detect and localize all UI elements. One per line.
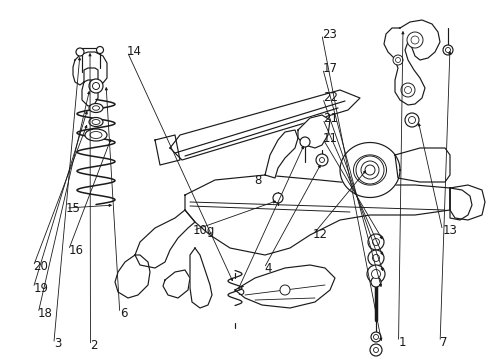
Ellipse shape — [89, 117, 103, 126]
Polygon shape — [82, 80, 98, 106]
Text: 8: 8 — [254, 174, 261, 186]
Circle shape — [367, 234, 383, 250]
Polygon shape — [135, 210, 195, 268]
Polygon shape — [394, 148, 449, 182]
Circle shape — [355, 156, 383, 184]
Text: 18: 18 — [38, 307, 53, 320]
Ellipse shape — [89, 104, 103, 112]
Ellipse shape — [85, 129, 107, 141]
Text: 23: 23 — [321, 28, 336, 41]
Text: 13: 13 — [442, 224, 456, 237]
Circle shape — [404, 86, 411, 94]
Circle shape — [367, 250, 383, 266]
Polygon shape — [163, 270, 190, 298]
Polygon shape — [155, 135, 180, 165]
Text: 22: 22 — [322, 91, 337, 104]
Polygon shape — [449, 185, 484, 220]
Circle shape — [299, 137, 309, 147]
Circle shape — [272, 193, 283, 203]
Circle shape — [315, 154, 327, 166]
Circle shape — [371, 270, 380, 279]
Polygon shape — [297, 115, 329, 148]
Circle shape — [400, 83, 414, 97]
Circle shape — [360, 161, 378, 179]
Text: 6: 6 — [120, 307, 127, 320]
Circle shape — [404, 113, 418, 127]
Text: 7: 7 — [439, 336, 447, 348]
Circle shape — [373, 334, 378, 339]
Text: 19: 19 — [33, 282, 48, 294]
Circle shape — [280, 285, 289, 295]
Polygon shape — [170, 90, 359, 160]
Text: 1: 1 — [398, 336, 405, 348]
Text: 11: 11 — [322, 132, 337, 145]
Circle shape — [96, 46, 103, 54]
Circle shape — [366, 265, 384, 283]
Circle shape — [445, 48, 449, 53]
Circle shape — [410, 36, 418, 44]
Text: 15: 15 — [66, 202, 81, 215]
Circle shape — [364, 165, 374, 175]
Circle shape — [370, 332, 380, 342]
Polygon shape — [449, 188, 471, 220]
Circle shape — [372, 238, 379, 246]
Ellipse shape — [92, 106, 99, 110]
Text: 10g: 10g — [193, 224, 215, 237]
Circle shape — [442, 45, 452, 55]
Circle shape — [89, 79, 103, 93]
Text: 14: 14 — [127, 45, 142, 58]
Circle shape — [392, 55, 402, 65]
Circle shape — [407, 117, 415, 123]
Text: 2: 2 — [90, 339, 98, 352]
Circle shape — [370, 277, 380, 287]
Text: 12: 12 — [312, 228, 327, 241]
Ellipse shape — [92, 120, 100, 125]
Circle shape — [92, 82, 99, 90]
Polygon shape — [339, 143, 399, 198]
Text: 21: 21 — [322, 112, 337, 125]
Circle shape — [319, 158, 324, 162]
Circle shape — [76, 48, 84, 56]
Text: 20: 20 — [33, 260, 48, 273]
Polygon shape — [115, 255, 150, 298]
Text: 16: 16 — [68, 244, 83, 257]
Circle shape — [372, 255, 379, 261]
Text: 17: 17 — [322, 62, 337, 75]
Circle shape — [406, 32, 422, 48]
Text: 5: 5 — [237, 285, 244, 298]
Ellipse shape — [90, 131, 102, 139]
Polygon shape — [264, 130, 297, 178]
Circle shape — [369, 344, 381, 356]
Text: 3: 3 — [54, 337, 61, 350]
Polygon shape — [73, 52, 107, 85]
Polygon shape — [383, 20, 439, 105]
Text: 4: 4 — [264, 262, 271, 275]
Circle shape — [395, 58, 400, 63]
Polygon shape — [235, 265, 334, 308]
Circle shape — [373, 347, 378, 352]
Polygon shape — [184, 175, 449, 255]
Polygon shape — [190, 248, 212, 308]
